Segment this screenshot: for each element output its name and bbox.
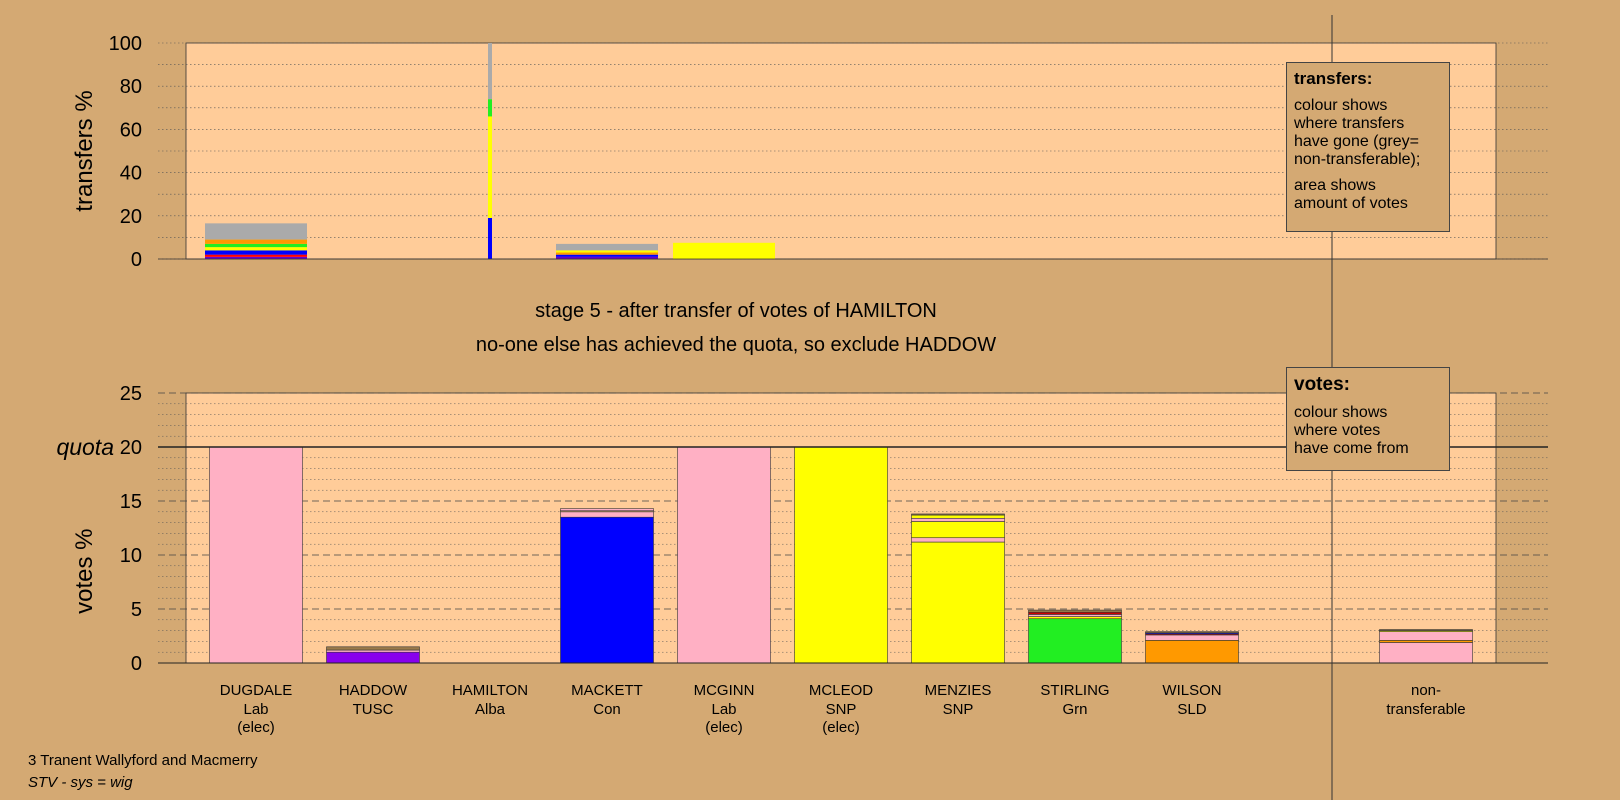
transfers-received-segment (205, 239, 307, 244)
transfers-y-label: transfers % (71, 90, 98, 211)
transfers-received-segment (205, 254, 307, 257)
votes-bar-segment (560, 511, 654, 518)
votes-y-tick: 0 (131, 653, 142, 675)
votes-bar-segment (560, 516, 654, 664)
transfers-source-segment (488, 217, 492, 259)
transfers-source-segment (488, 116, 492, 139)
votes-y-tick: 10 (120, 545, 142, 567)
votes-bar-segment (1379, 629, 1473, 631)
votes-bar-segment (677, 446, 771, 664)
transfers-received-segment (673, 242, 775, 259)
transfers-legend-title: transfers: (1294, 69, 1373, 88)
candidate-party-label: SNP (943, 701, 974, 718)
candidate-name-label: WILSON (1162, 682, 1221, 699)
votes-bar-segment (1379, 631, 1473, 641)
transfers-panel: 0 20 40 60 80 100 transfers % (71, 33, 1548, 271)
candidate-party-label: Lab (711, 701, 736, 718)
stage-title: stage 5 - after transfer of votes of HAM… (535, 300, 937, 322)
votes-bar-segment (1028, 611, 1122, 615)
votes-bar-segment (326, 651, 420, 664)
votes-legend-line1: colour shows where votes have come from (1294, 404, 1409, 457)
transfers-received-segment (556, 250, 658, 253)
transfers-y-tick: 40 (120, 163, 142, 185)
quota-label: quota (56, 434, 114, 460)
candidate-party-label: TUSC (353, 701, 394, 718)
transfers-received-segment (556, 252, 658, 255)
votes-y-tick: 25 (120, 383, 142, 405)
transfers-y-tick: 100 (109, 33, 142, 55)
votes-bar-segment (911, 521, 1005, 539)
candidate-party-label: Con (593, 701, 621, 718)
candidate-party-label: Grn (1062, 701, 1087, 718)
votes-y-tick: 15 (120, 491, 142, 513)
votes-bar-segment (209, 446, 303, 664)
votes-legend-title: votes: (1294, 374, 1350, 395)
votes-bar-segment (911, 537, 1005, 543)
candidate-name-label: MCGINN (694, 682, 755, 699)
votes-bar-segment (911, 514, 1005, 519)
transfers-y-tick: 20 (120, 206, 142, 228)
ward-name: 3 Tranent Wallyford and Macmerry (28, 752, 258, 769)
votes-bar-segment (1145, 634, 1239, 641)
votes-bar-segment (1145, 631, 1239, 634)
votes-bar-segment (326, 646, 420, 651)
transfers-legend: transfers: colour shows where transfers … (1286, 62, 1450, 232)
transfers-legend-line1: colour shows where transfers have gone (… (1294, 97, 1421, 168)
votes-bar-segment (326, 649, 420, 653)
transfers-received-segment (556, 256, 658, 259)
transfers-y-tick: 0 (131, 249, 142, 271)
votes-bar-segment (1028, 609, 1122, 613)
transfers-received-segment (556, 254, 658, 257)
candidate-name-label: MCLEOD (809, 682, 873, 699)
votes-bar-segment (1028, 614, 1122, 617)
votes-bar-segment (911, 517, 1005, 522)
votes-bar-segment (1379, 640, 1473, 643)
transfers-source-segment (488, 99, 492, 117)
transfers-received-segment (205, 256, 307, 259)
transfers-received-segment (205, 223, 307, 240)
transfers-source-segment (488, 138, 492, 218)
votes-bar-segment (1028, 618, 1122, 664)
candidate-status-label: (elec) (822, 719, 860, 736)
transfers-received-segment (556, 243, 658, 251)
transfers-source-segment (488, 43, 492, 100)
transfers-received-segment (205, 247, 307, 251)
votes-bar-segment (794, 446, 888, 664)
candidate-party-label: Alba (475, 701, 506, 718)
transfers-y-tick: 80 (120, 76, 142, 98)
votes-bar-segment (911, 541, 1005, 664)
candidate-party-label: SLD (1177, 701, 1206, 718)
candidate-name-label: HAMILTON (452, 682, 528, 699)
candidate-name-label: MENZIES (925, 682, 992, 699)
votes-bar-segment (560, 508, 654, 512)
candidate-status-label: (elec) (705, 719, 743, 736)
votes-y-tick: 5 (131, 599, 142, 621)
system-note: STV - sys = wig (28, 774, 133, 791)
transfers-received-segment (205, 243, 307, 248)
votes-y-label: votes % (71, 529, 98, 614)
votes-bar-segment (1028, 616, 1122, 620)
votes-bar-segment (1145, 640, 1239, 664)
candidate-name-label: HADDOW (339, 682, 408, 699)
candidate-name-label: DUGDALE (220, 682, 293, 699)
candidate-status-label: (elec) (237, 719, 275, 736)
votes-y-tick: 20 (120, 437, 142, 459)
transfers-received-segment (205, 250, 307, 255)
votes-legend: votes: colour shows where votes have com… (1286, 367, 1450, 471)
candidate-name-label: STIRLING (1040, 682, 1109, 699)
candidate-party-label: SNP (826, 701, 857, 718)
transfers-legend-line2: area shows amount of votes (1294, 177, 1408, 212)
transfers-plot-area (185, 42, 1497, 260)
transfers-y-tick: 60 (120, 119, 142, 141)
candidate-name-label: MACKETT (571, 682, 643, 699)
candidate-party-label: Lab (243, 701, 268, 718)
stage-subtitle: no-one else has achieved the quota, so e… (475, 334, 997, 356)
votes-bar-segment (911, 513, 1005, 516)
votes-bar-segment (1379, 642, 1473, 664)
candidate-name-label: non- (1411, 682, 1441, 699)
candidate-party-label: transferable (1386, 701, 1465, 718)
